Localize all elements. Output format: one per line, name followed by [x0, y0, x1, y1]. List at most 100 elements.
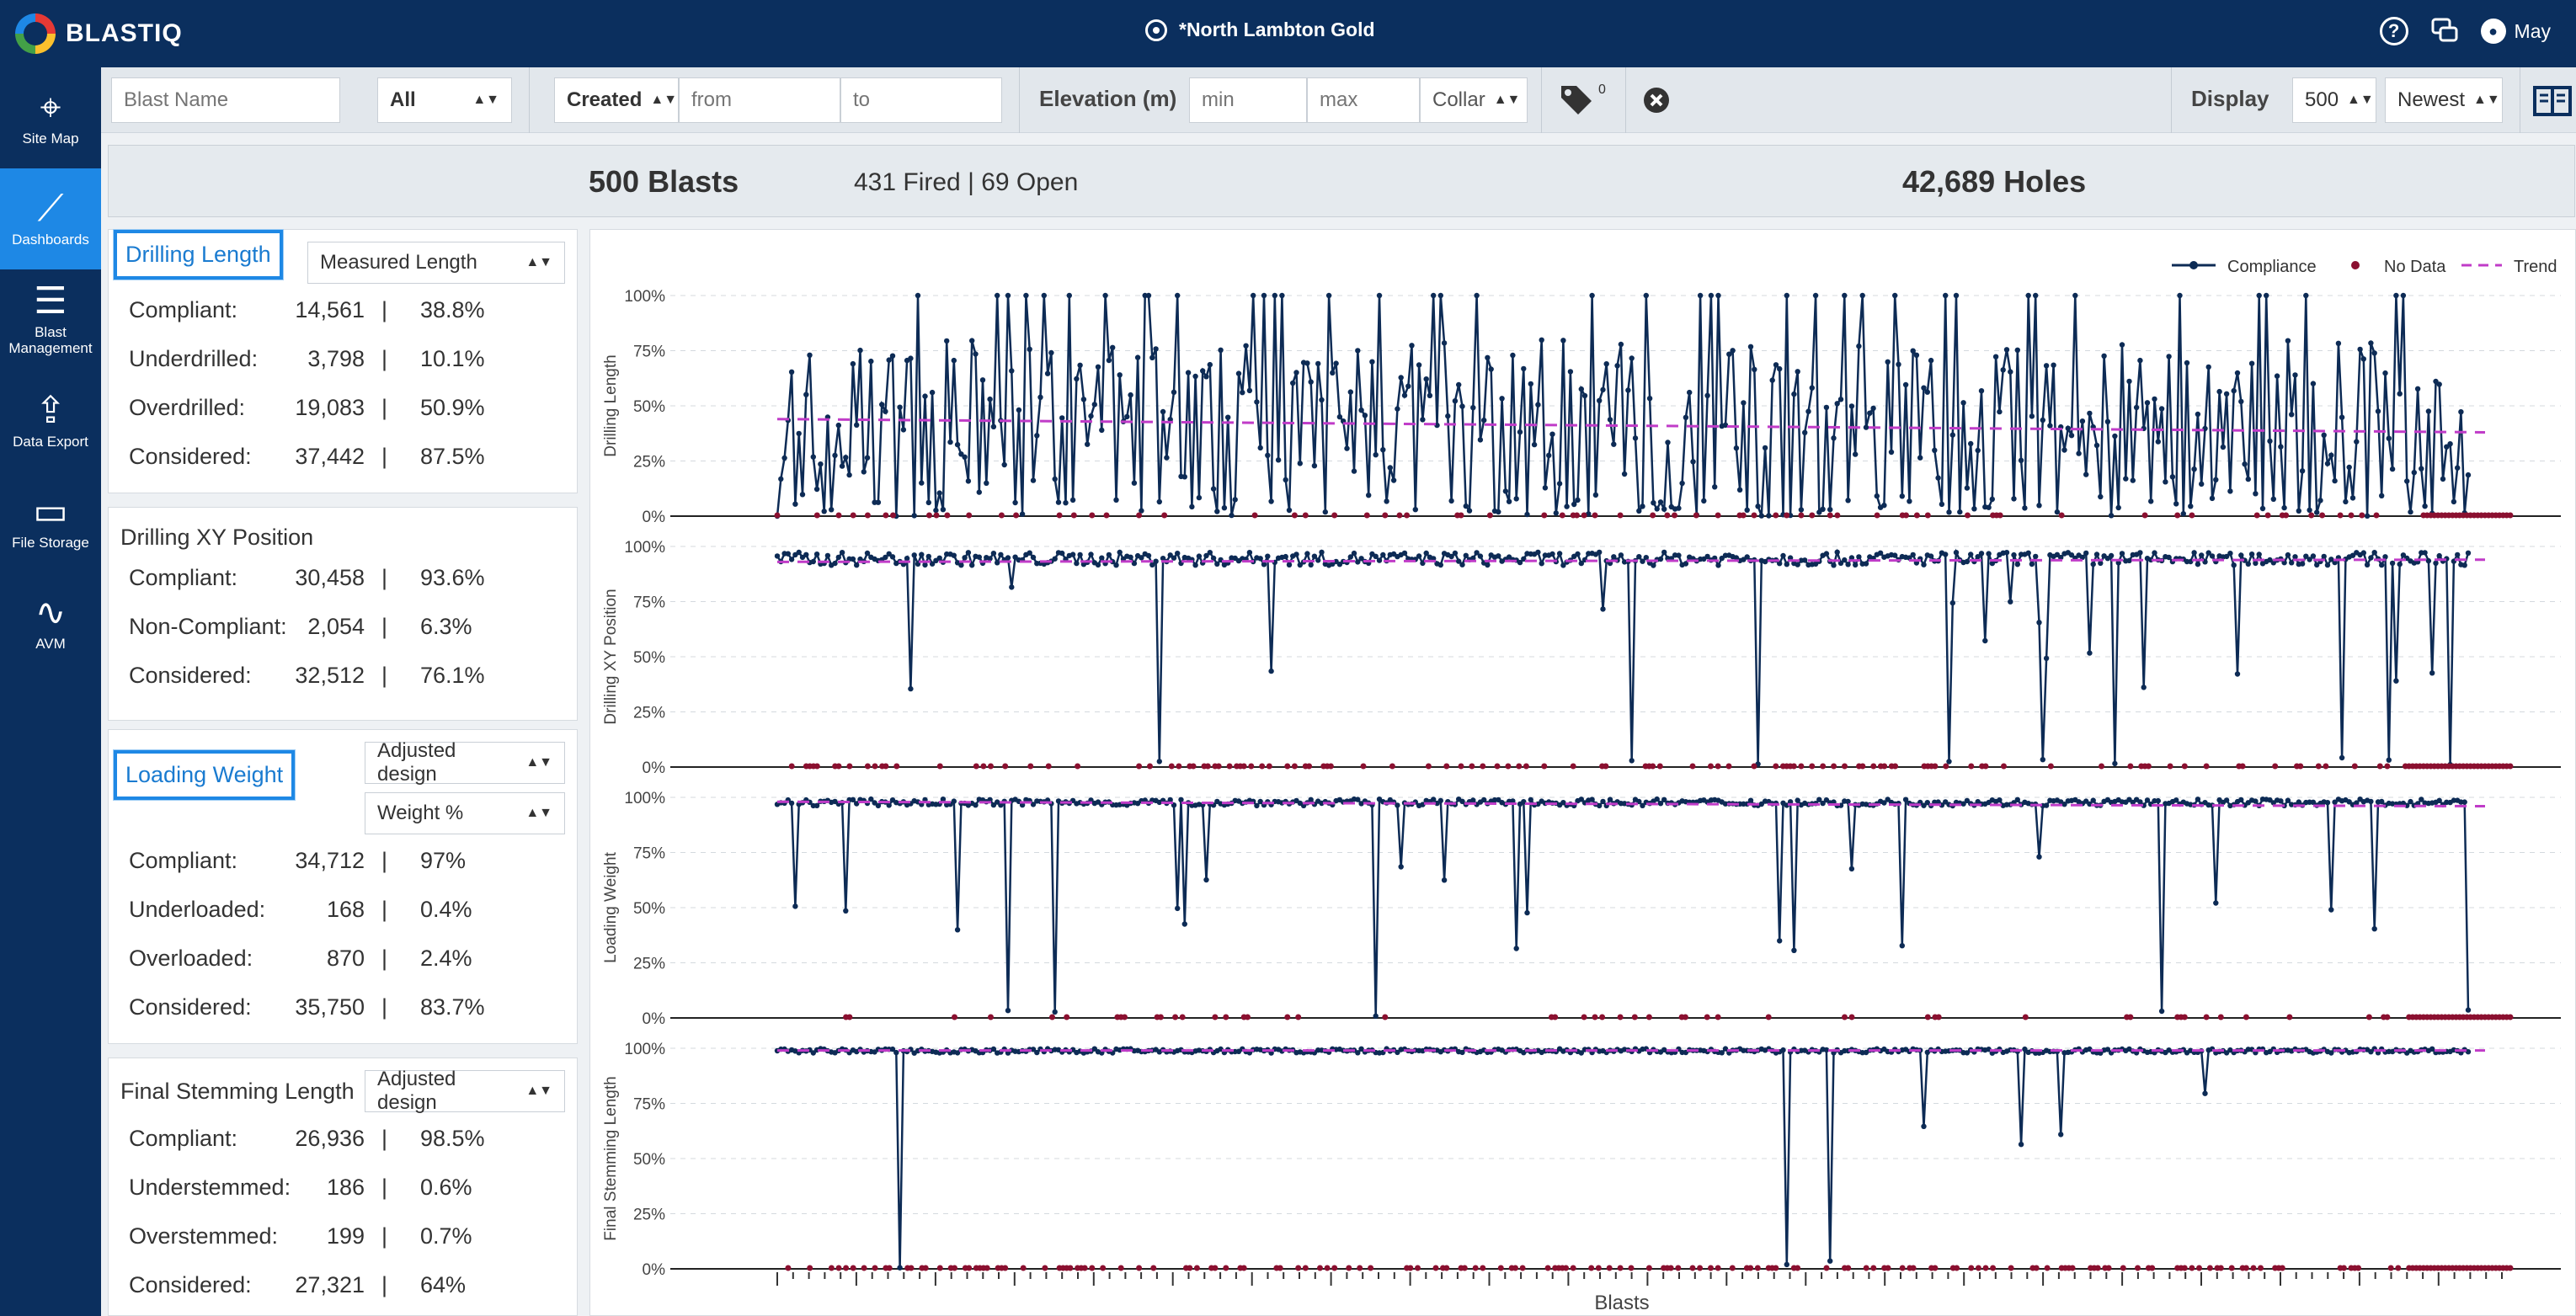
compliance-point	[2158, 406, 2165, 412]
y-tick-label: 25%	[633, 705, 665, 722]
date-from-input[interactable]	[679, 77, 840, 123]
stat-count: 168	[326, 897, 365, 922]
compliance-point	[1185, 370, 1192, 376]
no-data-point	[1795, 1265, 1801, 1271]
no-data-point	[926, 512, 932, 519]
elevation-min-input[interactable]	[1189, 77, 1307, 123]
sidebar-item-avm[interactable]: ∿ AVM	[0, 573, 101, 674]
no-data-point	[2253, 512, 2260, 519]
stat-row: Understemmed: 186 | 0.6%	[129, 1175, 567, 1208]
compliance-point	[2108, 552, 2115, 559]
no-data-point	[1834, 512, 1841, 519]
compliance-point	[1943, 551, 1949, 557]
logo[interactable]: BLASTIQ	[15, 13, 183, 54]
loading-weight-unit-select[interactable]: Weight % ▲▼	[365, 792, 565, 834]
compliance-point	[1712, 484, 1718, 490]
compliance-point	[1254, 802, 1260, 809]
compliance-point	[900, 427, 907, 433]
compliance-point	[940, 507, 947, 513]
date-to-input[interactable]	[840, 77, 1002, 123]
compliance-point	[1842, 292, 1848, 299]
compliance-point	[1189, 503, 1195, 510]
no-data-point	[1617, 1265, 1624, 1271]
sort-caret-icon: ▲▼	[2473, 93, 2500, 107]
sort-select[interactable]: Newest ▲▼	[2385, 77, 2503, 123]
compliance-point	[1456, 381, 1462, 388]
site-title: *North Lambton Gold	[1179, 19, 1375, 40]
compliance-point	[1106, 357, 1112, 364]
compliance-point	[1160, 408, 1166, 415]
compliance-point	[2223, 553, 2230, 560]
loading-weight-design-select[interactable]: Adjusted design ▲▼	[365, 739, 565, 786]
compliance-point	[1521, 556, 1527, 562]
no-data-point	[1215, 763, 1222, 770]
no-data-point	[1027, 763, 1034, 770]
compliance-point	[1586, 511, 1592, 517]
compliance-point	[1261, 562, 1267, 567]
no-data-point	[936, 1265, 943, 1271]
top-bar: BLASTIQ *North Lambton Gold ? ● May	[0, 0, 2576, 67]
elevation-max-input[interactable]	[1307, 77, 1420, 123]
tag-filter[interactable]: 0	[1558, 83, 1606, 116]
no-data-point	[1494, 763, 1501, 770]
compliance-point	[1496, 553, 1501, 559]
book-icon[interactable]	[2533, 86, 2572, 116]
drilling-length-select[interactable]: Measured Length ▲▼	[307, 242, 565, 284]
compliance-point	[2393, 292, 2399, 299]
sidebar-item-blast-management[interactable]: ☰ Blast Management	[0, 269, 101, 370]
no-data-point	[1002, 763, 1009, 770]
compliance-point	[1431, 797, 1437, 802]
status-select[interactable]: All ▲▼	[377, 77, 512, 123]
no-data-point	[864, 512, 871, 519]
compliance-point	[1643, 555, 1650, 561]
compliance-point	[829, 507, 835, 513]
display-count-select[interactable]: 500 ▲▼	[2292, 77, 2376, 123]
no-data-point	[1382, 1014, 1389, 1020]
compliance-point	[850, 797, 856, 802]
help-icon[interactable]: ?	[2379, 17, 2408, 45]
no-data-point	[1715, 1014, 1721, 1020]
sidebar-item-dashboards[interactable]: ⟋ Dashboards	[0, 168, 101, 269]
sidebar-item-site-map[interactable]: ⌖ Site Map	[0, 67, 101, 168]
no-data-point	[1848, 1014, 1855, 1020]
no-data-point	[1100, 1265, 1107, 1271]
final-stemming-select[interactable]: Adjusted design ▲▼	[365, 1068, 565, 1114]
no-data-point	[2149, 1265, 2156, 1271]
compliance-point	[1953, 550, 1960, 556]
elevation-ref-select[interactable]: Collar ▲▼	[1420, 77, 1528, 123]
user-name: May	[2514, 19, 2551, 42]
compliance-point	[1802, 429, 1808, 435]
chat-icon[interactable]	[2430, 17, 2459, 45]
compliance-point	[1380, 551, 1386, 558]
compliance-point	[2000, 367, 2006, 373]
no-data-point	[828, 1265, 835, 1271]
no-data-point	[1013, 512, 1020, 519]
compliance-point	[1597, 802, 1603, 809]
no-data-point	[2181, 1014, 2188, 1020]
no-data-point	[1302, 512, 1309, 519]
compliance-point	[922, 393, 928, 399]
compliance-point	[1175, 292, 1181, 299]
no-data-point	[1516, 763, 1523, 770]
compliance-point	[1149, 562, 1155, 567]
drilling-length-title[interactable]: Drilling Length	[114, 230, 283, 280]
compliance-point	[788, 369, 795, 375]
no-data-point	[1461, 1265, 1468, 1271]
blast-name-input[interactable]	[111, 77, 340, 123]
compliance-point	[1687, 389, 1693, 396]
user-menu[interactable]: ● May	[2480, 19, 2551, 44]
compliance-point	[1758, 513, 1764, 519]
site-selector[interactable]: *North Lambton Gold	[1145, 19, 1375, 41]
compliance-point	[893, 1049, 899, 1056]
no-data-point	[908, 1265, 915, 1271]
no-data-point	[1291, 512, 1298, 519]
date-field-select[interactable]: Created ▲▼	[554, 77, 679, 123]
no-data-point	[2348, 512, 2355, 519]
clear-filters-icon[interactable]	[1642, 86, 1671, 115]
loading-weight-title[interactable]: Loading Weight	[114, 750, 296, 800]
no-data-point	[2395, 1265, 2402, 1271]
sidebar-item-file-storage[interactable]: ▭ File Storage	[0, 472, 101, 573]
sidebar-item-data-export[interactable]: ⇪ Data Export	[0, 370, 101, 472]
compliance-point	[2036, 503, 2042, 509]
compliance-point	[2242, 461, 2248, 467]
